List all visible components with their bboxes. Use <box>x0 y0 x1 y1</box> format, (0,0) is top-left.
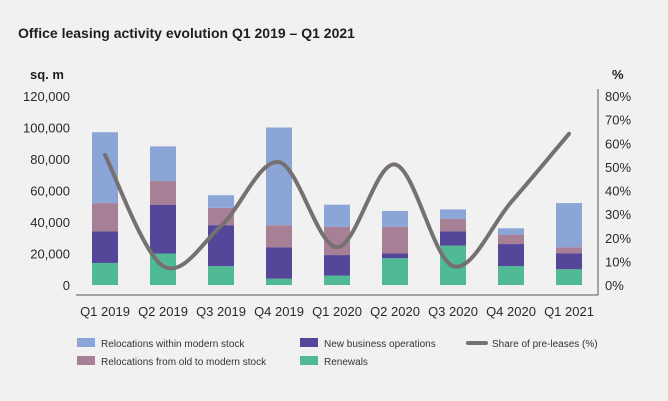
bar-segment-new-business-operations <box>324 255 350 276</box>
right-tick-label: 50% <box>605 160 631 175</box>
x-tick-label: Q3 2019 <box>196 304 246 319</box>
left-tick-label: 40,000 <box>30 215 70 230</box>
x-tick-label: Q1 2021 <box>544 304 594 319</box>
right-tick-label: 10% <box>605 254 631 269</box>
right-axis-ticks: 0% 10% 20% 30% 40% 50% 60% 70% 80% <box>605 89 631 293</box>
bar-segment-relocations-from-old-to-modern-stock <box>382 226 408 254</box>
left-tick-label: 0 <box>63 278 70 293</box>
bar-segment-renewals <box>498 266 524 285</box>
bar-segment-relocations-within-modern-stock <box>556 203 582 248</box>
legend-label: Relocations within modern stock <box>101 339 245 350</box>
bar-segment-renewals <box>266 278 292 285</box>
bar-segment-relocations-from-old-to-modern-stock <box>498 234 524 245</box>
left-axis-ticks: 0 20,000 40,000 60,000 80,000 100,000 120,000 <box>23 89 70 293</box>
right-tick-label: 0% <box>605 278 624 293</box>
bar-segment-relocations-from-old-to-modern-stock <box>92 203 118 232</box>
bar-segment-relocations-from-old-to-modern-stock <box>150 181 176 205</box>
bar-segment-new-business-operations <box>382 253 408 259</box>
bar-segment-relocations-within-modern-stock <box>208 195 234 208</box>
left-tick-label: 20,000 <box>30 247 70 262</box>
x-tick-label: Q2 2019 <box>138 304 188 319</box>
x-tick-label: Q1 2020 <box>312 304 362 319</box>
bar-series-group <box>92 127 582 285</box>
legend-swatch <box>300 356 318 365</box>
right-tick-label: 60% <box>605 136 631 151</box>
x-tick-label: Q4 2020 <box>486 304 536 319</box>
bar-segment-new-business-operations <box>92 231 118 263</box>
bar-segment-new-business-operations <box>150 204 176 254</box>
bar-segment-new-business-operations <box>556 253 582 270</box>
legend-label: Renewals <box>324 357 368 368</box>
bar-segment-new-business-operations <box>440 231 466 246</box>
x-tick-label: Q4 2019 <box>254 304 304 319</box>
legend-swatch <box>300 338 318 347</box>
bar-segment-renewals <box>382 258 408 285</box>
legend-label: Relocations from old to modern stock <box>101 357 267 368</box>
bar-segment-renewals <box>92 262 118 285</box>
bar-segment-relocations-from-old-to-modern-stock <box>266 225 292 248</box>
x-axis-labels: Q1 2019 Q2 2019 Q3 2019 Q4 2019 Q1 2020 Q2 20… <box>80 304 594 319</box>
right-tick-label: 70% <box>605 113 631 128</box>
bar-segment-relocations-within-modern-stock <box>382 210 408 227</box>
bar-segment-relocations-within-modern-stock <box>324 204 350 227</box>
bar-segment-relocations-within-modern-stock <box>266 127 292 226</box>
right-tick-label: 80% <box>605 89 631 104</box>
bar-segment-new-business-operations <box>498 244 524 267</box>
legend-label: Share of pre-leases (%) <box>492 339 598 350</box>
left-tick-label: 80,000 <box>30 152 70 167</box>
bar-segment-relocations-within-modern-stock <box>150 146 176 182</box>
x-tick-label: Q1 2019 <box>80 304 130 319</box>
bar-segment-new-business-operations <box>266 247 292 279</box>
left-tick-label: 100,000 <box>23 121 70 136</box>
bar-segment-relocations-from-old-to-modern-stock <box>556 247 582 254</box>
right-axis-unit: % <box>612 67 624 82</box>
bar-segment-relocations-within-modern-stock <box>498 228 524 235</box>
line-series-group <box>103 131 571 271</box>
left-tick-label: 120,000 <box>23 89 70 104</box>
chart-title: Office leasing activity evolution Q1 201… <box>18 25 355 41</box>
right-tick-label: 20% <box>605 231 631 246</box>
legend: Relocations within modern stock New busin… <box>77 338 598 368</box>
right-tick-label: 40% <box>605 184 631 199</box>
pre-leases-line <box>103 131 571 271</box>
x-tick-label: Q3 2020 <box>428 304 478 319</box>
bar-segment-renewals <box>556 269 582 285</box>
left-tick-label: 60,000 <box>30 184 70 199</box>
bar-segment-relocations-within-modern-stock <box>440 209 466 219</box>
bar-segment-relocations-within-modern-stock <box>92 132 118 204</box>
bar-segment-renewals <box>324 275 350 285</box>
left-axis-unit: sq. m <box>30 67 64 82</box>
bar-segment-new-business-operations <box>208 225 234 267</box>
bar-segment-relocations-from-old-to-modern-stock <box>440 218 466 232</box>
legend-swatch <box>77 338 95 347</box>
legend-label: New business operations <box>324 339 436 350</box>
legend-swatch <box>77 356 95 365</box>
right-tick-label: 30% <box>605 207 631 222</box>
bar-segment-renewals <box>208 266 234 285</box>
x-tick-label: Q2 2020 <box>370 304 420 319</box>
